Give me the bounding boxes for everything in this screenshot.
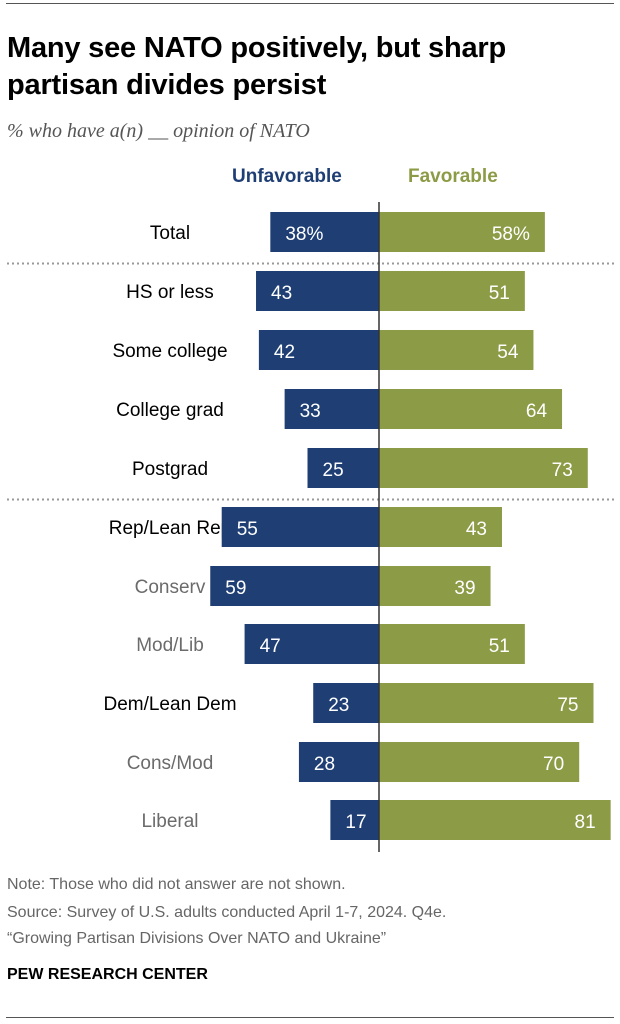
- bar-unfavorable-hs-or-less: [256, 271, 379, 311]
- bottom-rule: [6, 1017, 614, 1018]
- value-label-unfavorable-college-grad: 33: [300, 401, 321, 422]
- chart-title: Many see NATO positively, but sharp part…: [7, 32, 507, 101]
- footer-source: Source: Survey of U.S. adults conducted …: [7, 904, 447, 921]
- bar-favorable-mod-lib: [379, 624, 525, 664]
- category-label-college-grad: College grad: [116, 400, 224, 421]
- value-label-favorable-liberal: 81: [575, 812, 596, 833]
- value-label-unfavorable-postgrad: 25: [323, 460, 344, 481]
- category-label-some-college: Some college: [112, 341, 227, 362]
- top-rule: [6, 3, 614, 4]
- value-label-unfavorable-rep-lean-rep: 55: [237, 519, 258, 540]
- value-label-favorable-conserv: 39: [454, 578, 475, 599]
- category-label-conserv: Conserv: [135, 577, 206, 598]
- bar-favorable-liberal: [379, 800, 611, 840]
- category-label-rep-lean-rep: Rep/Lean Rep: [109, 518, 232, 539]
- value-label-unfavorable-conserv: 59: [225, 578, 246, 599]
- footer-report: “Growing Partisan Divisions Over NATO an…: [7, 930, 387, 947]
- footer-note: Note: Those who did not answer are not s…: [7, 876, 346, 893]
- bar-favorable-cons-mod: [379, 742, 580, 782]
- value-label-unfavorable-total: 38%: [285, 224, 323, 245]
- value-label-favorable-mod-lib: 51: [489, 636, 510, 657]
- bar-unfavorable-total: [270, 212, 379, 252]
- value-label-unfavorable-some-college: 42: [274, 342, 295, 363]
- bar-unfavorable-cons-mod: [298, 742, 379, 782]
- bar-unfavorable-mod-lib: [244, 624, 379, 664]
- value-label-unfavorable-dem-lean-dem: 23: [328, 695, 349, 716]
- value-label-favorable-cons-mod: 70: [543, 754, 564, 775]
- bar-favorable-total: [379, 212, 545, 252]
- category-label-liberal: Liberal: [141, 811, 198, 832]
- category-label-dem-lean-dem: Dem/Lean Dem: [103, 694, 236, 715]
- category-label-cons-mod: Cons/Mod: [127, 753, 214, 774]
- value-label-favorable-some-college: 54: [497, 342, 519, 363]
- bar-unfavorable-conserv: [210, 566, 379, 606]
- value-label-unfavorable-hs-or-less: 43: [271, 283, 292, 304]
- value-label-favorable-dem-lean-dem: 75: [557, 695, 578, 716]
- value-label-unfavorable-liberal: 17: [345, 812, 366, 833]
- category-label-postgrad: Postgrad: [132, 459, 208, 480]
- bar-unfavorable-dem-lean-dem: [313, 683, 379, 723]
- bar-favorable-rep-lean-rep: [379, 507, 502, 547]
- bar-unfavorable-liberal: [330, 800, 379, 840]
- legend-favorable: Favorable: [408, 166, 498, 187]
- bar-favorable-postgrad: [379, 448, 588, 488]
- bar-favorable-some-college: [379, 330, 534, 370]
- bar-unfavorable-college-grad: [284, 389, 379, 429]
- value-label-favorable-rep-lean-rep: 43: [466, 519, 487, 540]
- category-label-hs-or-less: HS or less: [126, 282, 214, 303]
- diverging-bar-chart: Total 38% 58% HS or less 43 51 Some college 42 5…: [7, 202, 616, 852]
- value-label-favorable-total: 58%: [492, 224, 530, 245]
- bar-unfavorable-rep-lean-rep: [221, 507, 379, 547]
- category-label-total: Total: [150, 223, 190, 244]
- bar-unfavorable-postgrad: [307, 448, 379, 488]
- bar-favorable-dem-lean-dem: [379, 683, 594, 723]
- bar-favorable-college-grad: [379, 389, 563, 429]
- value-label-favorable-postgrad: 73: [552, 460, 573, 481]
- category-label-mod-lib: Mod/Lib: [136, 635, 204, 656]
- legend-unfavorable: Unfavorable: [232, 166, 342, 187]
- value-label-unfavorable-cons-mod: 28: [314, 754, 335, 775]
- brand-logo-text: PEW RESEARCH CENTER: [7, 966, 208, 983]
- value-label-favorable-hs-or-less: 51: [489, 283, 510, 304]
- value-label-favorable-college-grad: 64: [526, 401, 548, 422]
- bar-unfavorable-some-college: [258, 330, 379, 370]
- chart-subtitle: % who have a(n) __ opinion of NATO: [7, 120, 310, 142]
- bar-favorable-conserv: [379, 566, 491, 606]
- bar-favorable-hs-or-less: [379, 271, 525, 311]
- value-label-unfavorable-mod-lib: 47: [260, 636, 281, 657]
